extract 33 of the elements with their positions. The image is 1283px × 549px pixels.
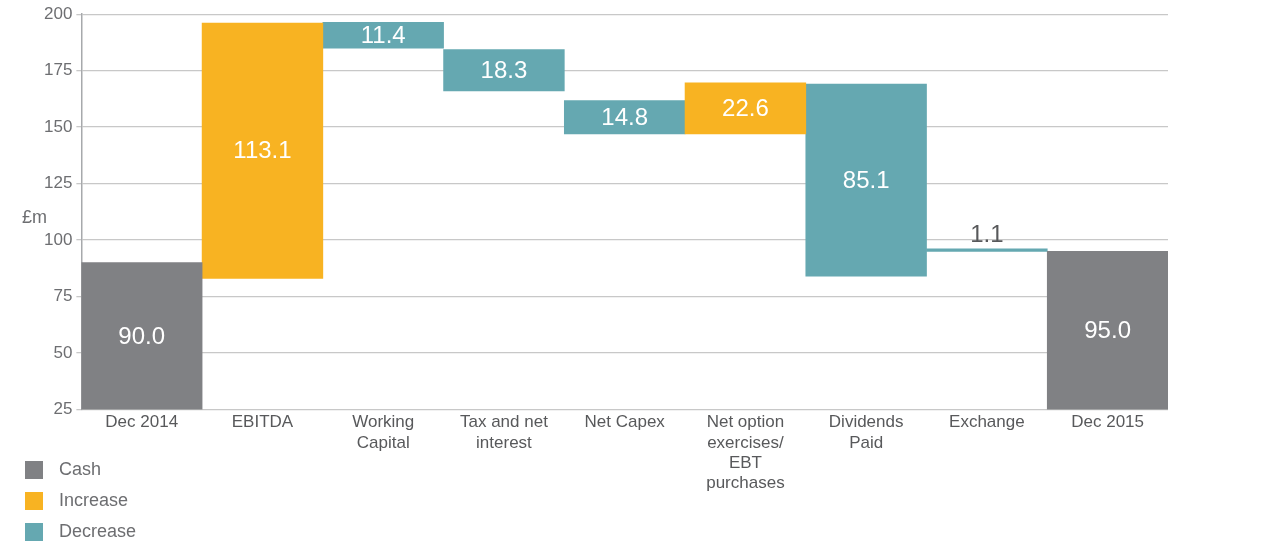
data-label: 11.4 [360, 20, 406, 48]
y-axis-title: £m [22, 206, 48, 227]
y-tick-label: 100 [43, 229, 73, 249]
y-tick-label: 200 [43, 3, 73, 23]
bar [201, 22, 324, 279]
y-tick-label: 25 [53, 399, 73, 419]
legend-label: Increase [59, 490, 129, 511]
y-tick-label: 125 [43, 173, 73, 193]
x-tick-label: Dividends Paid [828, 412, 904, 452]
data-label: 85.1 [842, 165, 890, 193]
x-tick-label: Dec 2015 [1071, 412, 1145, 432]
data-label: 14.8 [601, 102, 649, 130]
x-tick-label: Working Capital [352, 412, 415, 452]
data-label: 1.1 [970, 220, 1004, 248]
x-tick-label: Tax and net interest [459, 412, 549, 452]
legend-label: Cash [59, 459, 102, 480]
x-tick-label: Exchange [949, 412, 1025, 432]
y-tick-label: 175 [43, 60, 73, 80]
x-tick-label: EBITDA [231, 412, 294, 432]
x-tick-label: Dec 2014 [105, 412, 179, 432]
y-tick-label: 150 [43, 116, 73, 136]
x-tick-label: Net option exercises/ EBT purchases [706, 412, 785, 493]
bar [684, 82, 807, 135]
y-tick-label: 75 [53, 286, 73, 306]
data-label: 22.6 [722, 94, 769, 121]
x-tick-label: Net Capex [584, 412, 666, 432]
data-label: 18.3 [480, 55, 528, 83]
data-label: 113.1 [233, 136, 292, 164]
data-label: 95.0 [1084, 315, 1131, 343]
legend-label: Decrease [59, 521, 137, 542]
data-label: 90.0 [118, 321, 166, 349]
bar [563, 100, 686, 135]
y-tick-label: 50 [53, 342, 73, 362]
